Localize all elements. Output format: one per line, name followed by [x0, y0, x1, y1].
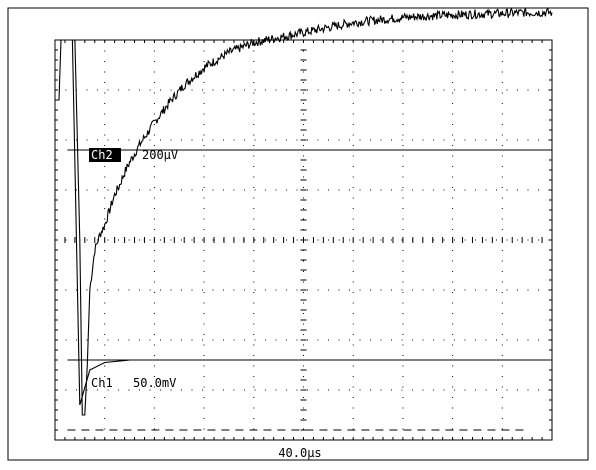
ch2-label-background: [89, 148, 121, 162]
ch2-trace: [69, 7, 553, 416]
ch2-channel-label: Ch2: [91, 148, 113, 162]
ch2-scale-label: 200µV: [142, 148, 178, 162]
ch2-label-group: Ch2 200µV: [89, 148, 178, 162]
ch1-label-group: Ch1 50.0mV: [91, 376, 176, 390]
ch1-trace: [55, 39, 552, 406]
traces: [55, 7, 553, 416]
ch1-scale-label: 50.0mV: [133, 376, 176, 390]
ch1-channel-label: Ch1: [91, 376, 113, 390]
graticule: [7, 7, 589, 461]
timebase-label: 40.0µs: [278, 446, 321, 460]
outer-frame: [7, 7, 589, 461]
